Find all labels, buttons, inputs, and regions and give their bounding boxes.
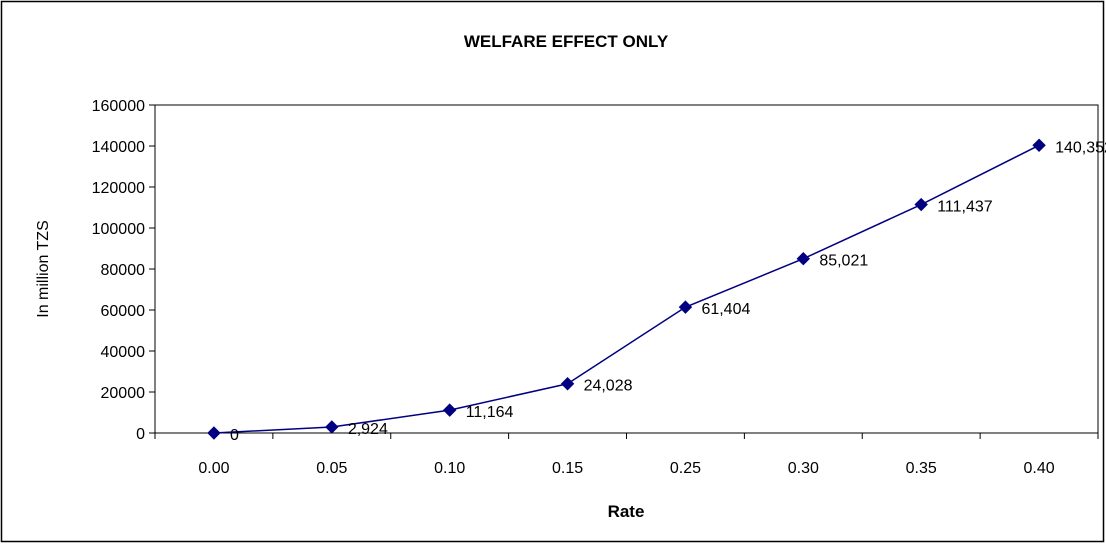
y-tick-label: 100000 [92,221,145,238]
x-tick-label: 0.35 [906,460,937,477]
y-tick-label: 60000 [101,303,146,320]
data-point-marker [325,420,339,434]
plot-area [154,104,1099,434]
data-label: 24,028 [584,378,633,395]
x-tick-label: 0.40 [1023,460,1054,477]
y-tick-label: 80000 [101,262,146,279]
x-axis-label: Rate [608,502,645,521]
series-line [213,144,1040,434]
series-layer: 0 2,924 11,164 24,028 61,404 85,021 111,437 140… [207,138,1106,444]
x-tick-label: 0.25 [670,460,701,477]
data-label: 140,352 [1055,139,1106,156]
data-label: 61,404 [701,301,750,318]
data-label: 85,021 [819,253,868,270]
chart-title: WELFARE EFFECT ONLY [464,32,669,51]
data-label: 0 [230,427,239,444]
x-tick-label: 0.30 [788,460,819,477]
x-tick-label: 0.05 [316,460,347,477]
data-label: 2,924 [348,421,388,438]
y-tick-label: 140000 [92,139,145,156]
data-point-marker [442,403,457,417]
y-tick-label: 120000 [92,180,145,197]
data-point-marker [678,300,693,314]
data-point-marker [796,251,811,266]
data-point-marker [560,377,575,391]
y-axis: 0 20000 40000 60000 80000 100000 120000 140000 1… [92,98,155,443]
y-tick-label: 40000 [101,344,146,361]
data-label: 11,164 [466,404,514,421]
y-tick-label: 0 [136,426,145,443]
y-tick-label: 20000 [101,385,146,402]
data-point-marker [207,426,221,440]
data-point-marker [914,197,928,212]
data-label: 111,437 [937,199,993,216]
x-tick-label: 0.00 [198,460,229,477]
data-point-marker [1032,138,1046,152]
y-axis-label: In million TZS [35,220,52,318]
x-tick-label: 0.10 [434,460,465,477]
x-tick-label: 0.15 [552,460,583,477]
x-axis: 0.00 0.05 0.10 0.15 0.25 0.30 0.35 0.40 [154,433,1099,477]
y-tick-label: 160000 [92,98,145,115]
